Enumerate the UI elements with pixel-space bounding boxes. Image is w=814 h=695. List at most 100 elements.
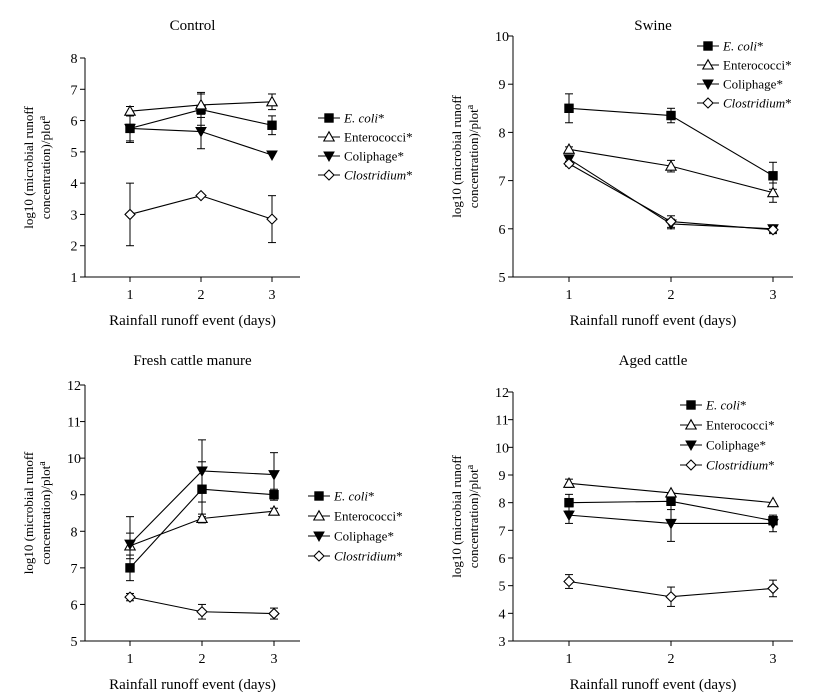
legend-name: E. coli [705, 398, 740, 413]
legend-marker-ecoli [686, 400, 696, 410]
legend-item-entero: Enterococci* [697, 58, 792, 73]
y-axis-label-text: concentration)/plot [38, 120, 53, 219]
legend-name: E. coli [722, 39, 757, 54]
y-tick-label: 5 [499, 580, 506, 595]
data-point-entero [194, 98, 208, 110]
legend-marker-entero [684, 418, 698, 430]
series-colip [124, 113, 278, 162]
y-tick-label: 3 [499, 635, 506, 650]
legend-asterisk: * [387, 529, 394, 544]
y-tick-label: 7 [71, 83, 78, 98]
series-clos [124, 591, 280, 620]
legend-asterisk: * [757, 39, 764, 54]
data-point-ecoli [267, 120, 277, 130]
series-colip [563, 504, 779, 542]
legend-asterisk: * [768, 418, 775, 433]
data-point-clos [195, 189, 207, 202]
series-clos [563, 574, 779, 607]
x-tick-label: 1 [127, 652, 134, 667]
y-tick-label: 8 [71, 525, 78, 540]
data-point-ecoli [768, 171, 778, 181]
legend-asterisk: * [406, 168, 413, 183]
legend-item-ecoli: E. coli* [308, 489, 374, 504]
y-tick-label: 7 [71, 562, 78, 577]
legend-asterisk: * [378, 111, 385, 126]
legend-marker-clos [323, 169, 335, 181]
legend-label-entero: Enterococci* [334, 509, 403, 524]
y-tick-label: 3 [71, 208, 78, 223]
legend-label-ecoli: E. coli* [705, 398, 746, 413]
legend-marker-clos [685, 459, 697, 471]
legend: E. coli*Enterococci*Coliphage*Clostridiu… [318, 111, 413, 183]
series-ecoli [564, 93, 778, 190]
legend-marker-ecoli [703, 41, 713, 51]
legend-name: Coliphage [334, 529, 388, 544]
x-axis-label: Rainfall runoff event (days) [570, 313, 737, 329]
legend-asterisk: * [759, 438, 766, 453]
data-point-clos [196, 605, 208, 618]
y-tick-label: 8 [71, 52, 78, 67]
y-tick-label: 4 [499, 607, 506, 622]
legend-label-clos: Clostridium* [723, 96, 792, 111]
data-point-entero [766, 186, 780, 198]
legend-label-clos: Clostridium* [344, 168, 413, 183]
data-point-clos [124, 591, 136, 603]
y-tick-label: 12 [67, 379, 81, 394]
y-axis-label: log10 (microbial runoff concentration)/pl… [21, 106, 53, 229]
data-point-entero [562, 142, 576, 154]
data-point-ecoli [564, 103, 574, 113]
legend-label-colip: Coliphage* [334, 529, 394, 544]
data-point-colip [195, 127, 207, 138]
legend-asterisk: * [785, 96, 792, 111]
x-tick-label: 1 [127, 288, 134, 303]
data-point-entero [267, 504, 281, 516]
legend-label-entero: Enterococci* [723, 58, 792, 73]
y-axis-label-text: concentration)/plot [466, 109, 481, 208]
x-axis-label: Rainfall runoff event (days) [109, 313, 276, 329]
panel-control: Control 1 2 3 4 5 6 7 8 1 2 3 Rainfall runoff event … [21, 18, 413, 329]
legend-item-entero: Enterococci* [680, 418, 775, 433]
legend-item-colip: Coliphage* [697, 77, 783, 92]
y-axis-label-text: concentration)/plot [38, 465, 53, 564]
series-clos [563, 157, 779, 236]
data-point-clos [563, 157, 575, 170]
y-tick-label: 9 [499, 469, 506, 484]
data-point-clos [124, 208, 136, 221]
legend-name: Clostridium [723, 96, 785, 111]
legend-name: Enterococci [344, 130, 406, 145]
y-tick-label: 10 [67, 452, 81, 467]
legend-item-clos: Clostridium* [308, 549, 403, 564]
y-tick-label: 6 [499, 552, 506, 567]
x-tick-label: 3 [271, 652, 278, 667]
legend-marker-colip [685, 440, 697, 452]
legend-asterisk: * [768, 458, 775, 473]
y-tick-label: 10 [495, 30, 509, 45]
y-tick-label: 11 [495, 414, 508, 429]
x-tick-label: 3 [770, 652, 777, 667]
data-point-entero [265, 95, 279, 107]
legend-item-clos: Clostridium* [318, 168, 413, 183]
legend-item-ecoli: E. coli* [318, 111, 384, 126]
chart-title: Control [170, 18, 216, 34]
legend-name: Clostridium [706, 458, 768, 473]
legend-label-ecoli: E. coli* [343, 111, 384, 126]
y-axis-label-line1: log10 (microbial runoff [449, 95, 464, 218]
x-axis-label: Rainfall runoff event (days) [570, 677, 737, 693]
legend-label-colip: Coliphage* [723, 77, 783, 92]
chart-title: Aged cattle [619, 353, 688, 369]
data-point-clos [266, 213, 278, 225]
data-point-entero [664, 159, 678, 171]
legend-asterisk: * [740, 398, 747, 413]
y-axis-label-line2: concentration)/plota [37, 115, 53, 219]
data-point-clos [665, 215, 677, 228]
y-axis-label-line1: log10 (microbial runoff [21, 106, 36, 229]
legend-asterisk: * [396, 549, 403, 564]
data-point-clos [665, 590, 677, 603]
legend-asterisk: * [785, 58, 792, 73]
legend-marker-entero [701, 58, 715, 70]
legend-name: Clostridium [334, 549, 396, 564]
y-tick-label: 8 [499, 497, 506, 512]
legend-label-entero: Enterococci* [344, 130, 413, 145]
